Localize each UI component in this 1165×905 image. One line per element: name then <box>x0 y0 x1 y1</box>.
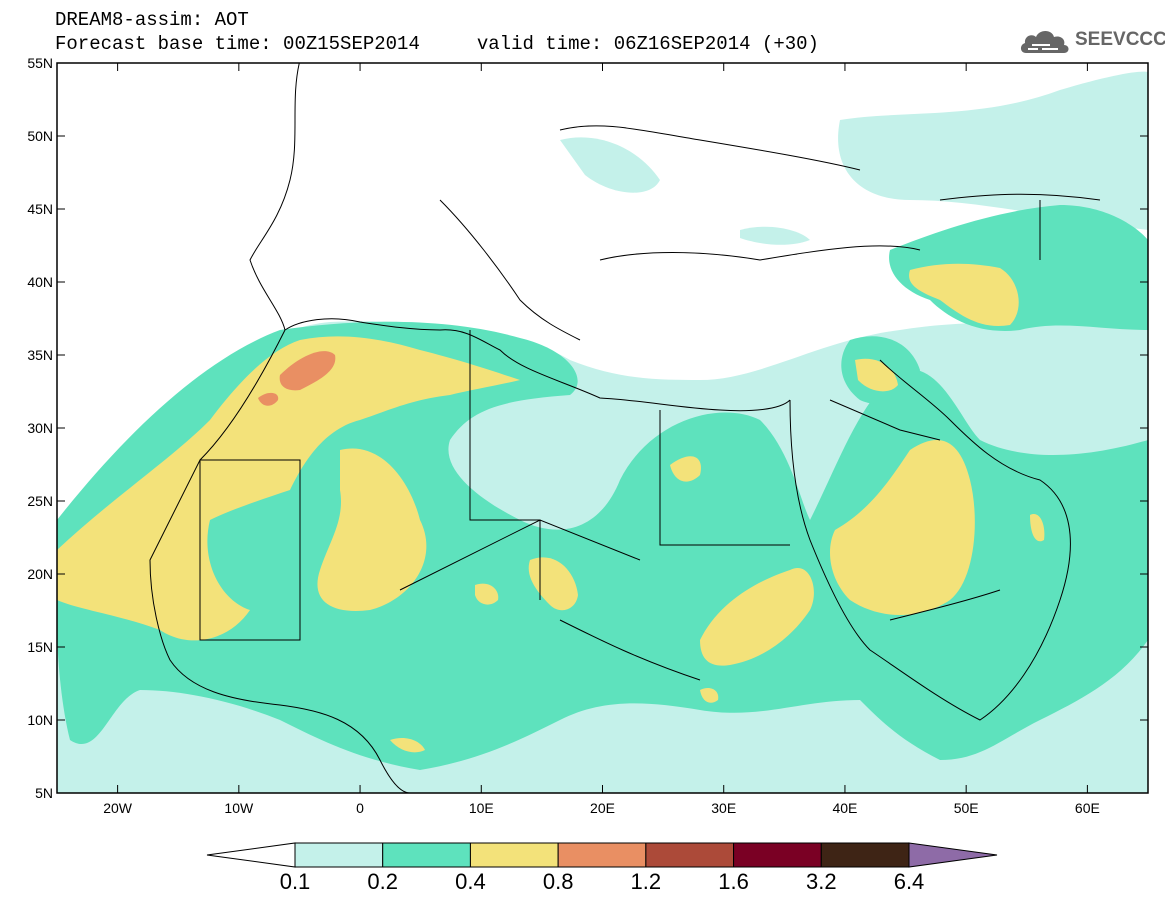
colorbar-label: 1.6 <box>718 869 749 894</box>
colorbar-label: 1.2 <box>631 869 662 894</box>
lon-label: 20E <box>590 800 615 816</box>
lat-label: 40N <box>27 274 53 290</box>
colorbar-box <box>557 842 647 868</box>
cloud-icon <box>1020 31 1069 53</box>
colorbar-label: 0.1 <box>280 869 311 894</box>
colorbar-box <box>645 842 735 868</box>
lat-label: 35N <box>27 347 53 363</box>
colorbar-box <box>469 842 559 868</box>
colorbar-labels: 0.1 0.2 0.4 0.8 1.2 1.6 3.2 6.4 <box>280 869 925 894</box>
lat-label: 50N <box>27 128 53 144</box>
aot-level-0.8 <box>258 351 336 406</box>
lat-label: 30N <box>27 420 53 436</box>
colorbar-label: 6.4 <box>894 869 925 894</box>
latitude-labels: 55N 50N 45N 40N 35N 30N 25N 20N 15N 10N 5N <box>27 55 53 801</box>
axis-ticks <box>57 62 1148 794</box>
colorbar-box <box>382 842 471 868</box>
colorbar-label: 3.2 <box>806 869 837 894</box>
colorbar-label: 0.8 <box>543 869 574 894</box>
lon-label: 50E <box>954 800 979 816</box>
coastlines-borders <box>149 63 1101 793</box>
longitude-labels: 20W 10W 0 10E 20E 30E 40E 50E 60E <box>103 800 1100 816</box>
lat-label: 10N <box>27 712 53 728</box>
colorbar-box <box>733 842 822 868</box>
colorbar <box>206 842 998 868</box>
colorbar-high-arrow <box>908 842 998 868</box>
lon-label: 10E <box>469 800 494 816</box>
colorbar-low-arrow <box>206 842 296 868</box>
seevccc-logo: SEEVCCC <box>1018 25 1165 57</box>
lat-label: 55N <box>27 55 53 71</box>
lon-label: 30E <box>711 800 736 816</box>
lat-label: 45N <box>27 201 53 217</box>
lon-label: 10W <box>224 800 254 816</box>
colorbar-label: 0.2 <box>367 869 398 894</box>
aot-fields <box>57 71 1148 793</box>
aot-level-0.4 <box>57 263 1045 753</box>
logo-text: SEEVCCC <box>1075 29 1165 50</box>
lon-label: 20W <box>103 800 133 816</box>
colorbar-box <box>820 842 910 868</box>
lat-label: 5N <box>35 785 53 801</box>
lat-label: 25N <box>27 493 53 509</box>
colorbar-box <box>294 842 384 868</box>
chart-title: DREAM8-assim: AOT <box>55 9 249 31</box>
lat-label: 15N <box>27 639 53 655</box>
colorbar-label: 0.4 <box>455 869 486 894</box>
lat-label: 20N <box>27 566 53 582</box>
lon-label: 60E <box>1075 800 1100 816</box>
lon-label: 0 <box>356 800 364 816</box>
lon-label: 40E <box>832 800 857 816</box>
forecast-time-line: Forecast base time: 00Z15SEP2014 valid t… <box>55 33 819 55</box>
